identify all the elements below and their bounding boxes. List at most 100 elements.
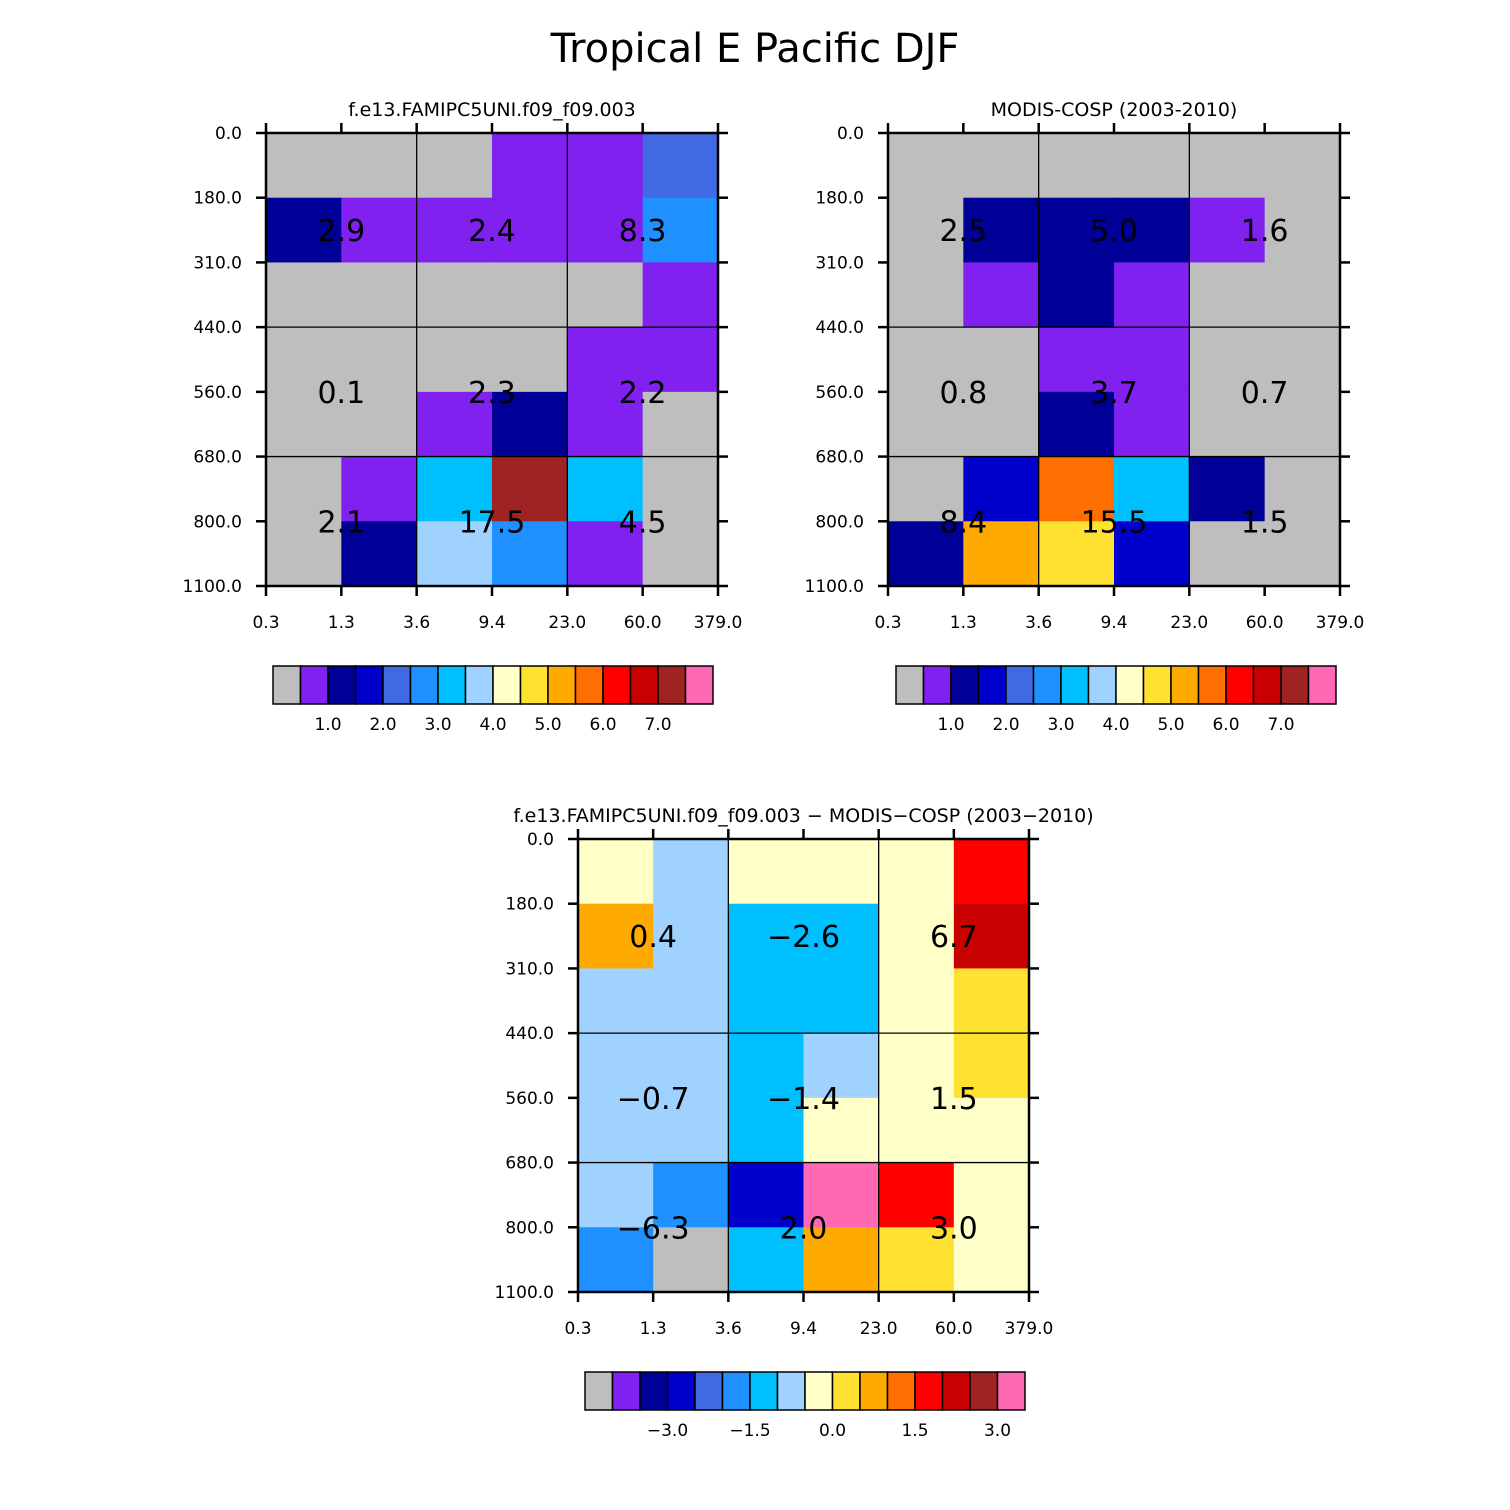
x-tick-label: 1.3 — [328, 613, 355, 633]
colorbar-swatch — [749, 1371, 779, 1411]
colorbar-swatch — [950, 665, 980, 705]
heatmap-cell — [1264, 327, 1341, 393]
colorbar-swatch — [1142, 665, 1172, 705]
colorbar-swatch — [922, 665, 952, 705]
colorbar-swatch — [611, 1371, 641, 1411]
heatmap-cell — [653, 1097, 729, 1164]
panel-difference: f.e13.FAMIPC5UNI.f09_f09.003 − MODIS−COS… — [495, 805, 1094, 1441]
cell-value-label: −6.3 — [617, 1211, 690, 1246]
y-tick-label: 680.0 — [815, 448, 864, 468]
colorbar-swatch — [859, 1371, 889, 1411]
cell-value-label: 17.5 — [459, 505, 526, 540]
heatmap-cell — [888, 262, 964, 328]
heatmap-cell — [567, 133, 644, 199]
colorbar-swatch — [382, 665, 412, 705]
colorbar-swatch — [409, 665, 439, 705]
heatmap-cell — [653, 903, 729, 970]
heatmap-cell — [888, 521, 964, 587]
heatmap-cell — [878, 1227, 955, 1293]
heatmap-cell — [266, 133, 342, 199]
cell-value-label: −0.7 — [617, 1082, 690, 1117]
colorbar-label: −1.5 — [729, 1421, 770, 1441]
cell-value-label: 3.7 — [1090, 376, 1138, 411]
heatmap-cell — [653, 968, 729, 1034]
y-tick-label: 310.0 — [505, 959, 554, 979]
x-tick-label: 3.6 — [403, 613, 430, 633]
x-tick-label: 1.3 — [640, 1319, 667, 1339]
heatmap-cell — [1264, 521, 1341, 587]
y-tick-label: 0.0 — [215, 124, 242, 144]
heatmap-cell — [416, 391, 493, 458]
cell-value-label: −1.4 — [767, 1082, 840, 1117]
colorbar-swatch — [1225, 665, 1255, 705]
heatmap-cell — [953, 1033, 1030, 1099]
heatmap-cell — [803, 968, 880, 1034]
colorbar-swatch — [639, 1371, 669, 1411]
x-tick-label: 23.0 — [548, 613, 586, 633]
colorbar-label: 2.0 — [369, 715, 396, 735]
cell-value-label: 2.5 — [939, 214, 987, 249]
heatmap-cell — [341, 521, 418, 587]
colorbar-swatch — [1060, 665, 1090, 705]
heatmap-cell — [1189, 262, 1266, 328]
heatmap-cell — [1038, 391, 1115, 458]
heatmap-cell — [963, 133, 1040, 199]
cell-value-label: 2.3 — [468, 376, 516, 411]
colorbar-swatch — [327, 665, 357, 705]
colorbar-swatch — [996, 1371, 1026, 1411]
heatmap-cell — [416, 456, 493, 522]
heatmap-cell — [653, 1227, 729, 1293]
heatmap-cell — [878, 903, 955, 970]
colorbar-swatch — [666, 1371, 696, 1411]
colorbar-swatch — [914, 1371, 944, 1411]
heatmap-cell — [953, 968, 1030, 1034]
heatmap-cell — [1264, 197, 1341, 264]
heatmap-cell — [492, 456, 568, 522]
colorbar-swatch — [354, 665, 384, 705]
y-tick-label: 800.0 — [505, 1218, 554, 1238]
heatmap-cell — [341, 262, 418, 328]
figure-title: Tropical E Pacific DJF — [550, 26, 960, 72]
heatmap-cell — [803, 1033, 880, 1099]
heatmap-cell — [642, 521, 719, 587]
heatmap-cell — [1189, 133, 1266, 199]
y-tick-label: 560.0 — [505, 1089, 554, 1109]
colorbar-swatch — [831, 1371, 861, 1411]
heatmap-cell — [888, 327, 964, 393]
colorbar-label: −3.0 — [647, 1421, 688, 1441]
colorbar-swatch — [977, 665, 1007, 705]
colorbar-swatch — [492, 665, 522, 705]
cell-value-label: 0.8 — [939, 376, 987, 411]
heatmap-cell — [578, 903, 654, 970]
heatmap-cell — [567, 262, 644, 328]
heatmap-cell — [1189, 391, 1266, 458]
colorbar-label: 2.0 — [992, 715, 1019, 735]
colorbar-swatch — [299, 665, 329, 705]
colorbar-swatch — [437, 665, 467, 705]
colorbar-label: 1.5 — [901, 1421, 928, 1441]
cell-value-label: 6.7 — [930, 920, 978, 955]
cell-value-label: 3.0 — [930, 1211, 978, 1246]
colorbar-swatch — [602, 665, 632, 705]
heatmap-cell — [888, 133, 964, 199]
heatmap-cell — [1114, 391, 1190, 458]
colorbar-label: 7.0 — [644, 715, 671, 735]
heatmap-cell — [341, 391, 418, 458]
colorbar-label: 4.0 — [479, 715, 506, 735]
heatmap-cell — [341, 133, 418, 199]
colorbar-swatch — [547, 665, 577, 705]
colorbar-swatch — [969, 1371, 999, 1411]
y-tick-label: 180.0 — [505, 895, 554, 915]
heatmap-cell — [341, 456, 418, 522]
colorbar-swatch — [1005, 665, 1035, 705]
heatmap-cell — [567, 197, 644, 264]
heatmap-cell — [341, 197, 418, 264]
heatmap-cell — [1114, 262, 1190, 328]
cell-value-label: 4.5 — [619, 505, 667, 540]
y-tick-label: 680.0 — [193, 448, 242, 468]
cell-value-label: 2.4 — [468, 214, 516, 249]
colorbar-swatch — [684, 665, 714, 705]
heatmap-cell — [1114, 327, 1190, 393]
panel-title: f.e13.FAMIPC5UNI.f09_f09.003 — [348, 99, 636, 121]
